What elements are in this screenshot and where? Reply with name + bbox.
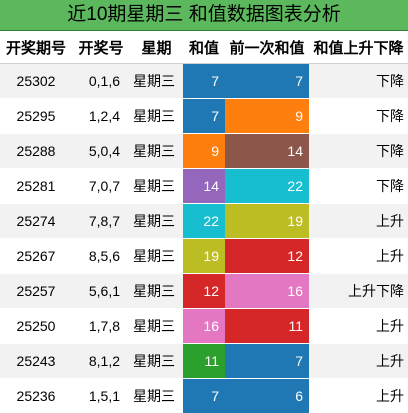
prev-sum-cell: 11 <box>225 309 309 344</box>
column-header-trend: 和值上升下降 <box>309 31 408 64</box>
issue-cell: 25267 <box>0 239 72 274</box>
column-header-prev-sum: 前一次和值 <box>225 31 309 64</box>
trend-cell: 上升下降 <box>309 274 408 309</box>
numbers-cell: 5,0,4 <box>72 134 130 169</box>
weekday-cell: 星期三 <box>130 64 183 99</box>
column-header-weekday: 星期 <box>130 31 183 64</box>
prev-sum-cell: 9 <box>225 99 309 134</box>
numbers-cell: 7,0,7 <box>72 169 130 204</box>
sum-cell: 7 <box>183 64 225 99</box>
trend-cell: 下降 <box>309 134 408 169</box>
numbers-cell: 8,5,6 <box>72 239 130 274</box>
table-header-row: 开奖期号 开奖号 星期 和值 前一次和值 和值上升下降 <box>0 31 408 64</box>
numbers-cell: 0,1,6 <box>72 64 130 99</box>
sum-cell: 14 <box>183 169 225 204</box>
sum-cell: 19 <box>183 239 225 274</box>
numbers-cell: 8,1,2 <box>72 344 130 379</box>
issue-cell: 25295 <box>0 99 72 134</box>
prev-sum-cell: 22 <box>225 169 309 204</box>
trend-cell: 下降 <box>309 64 408 99</box>
numbers-cell: 1,2,4 <box>72 99 130 134</box>
prev-sum-cell: 7 <box>225 344 309 379</box>
issue-cell: 25288 <box>0 134 72 169</box>
numbers-cell: 1,5,1 <box>72 379 130 413</box>
weekday-cell: 星期三 <box>130 379 183 413</box>
numbers-cell: 5,6,1 <box>72 274 130 309</box>
lottery-table-view: 近10期星期三 和值数据图表分析 开奖期号 开奖号 星期 和值 前一次和值 和值… <box>0 0 408 404</box>
weekday-cell: 星期三 <box>130 169 183 204</box>
prev-sum-cell: 12 <box>225 239 309 274</box>
weekday-cell: 星期三 <box>130 309 183 344</box>
weekday-cell: 星期三 <box>130 274 183 309</box>
trend-cell: 上升 <box>309 204 408 239</box>
prev-sum-cell: 6 <box>225 379 309 413</box>
weekday-cell: 星期三 <box>130 239 183 274</box>
trend-cell: 下降 <box>309 169 408 204</box>
issue-cell: 25257 <box>0 274 72 309</box>
sum-cell: 22 <box>183 204 225 239</box>
column-header-numbers: 开奖号 <box>72 31 130 64</box>
weekday-cell: 星期三 <box>130 99 183 134</box>
column-header-sum: 和值 <box>183 31 225 64</box>
trend-cell: 上升 <box>309 239 408 274</box>
trend-cell: 上升 <box>309 309 408 344</box>
weekday-cell: 星期三 <box>130 204 183 239</box>
column-header-issue: 开奖期号 <box>0 31 72 64</box>
numbers-cell: 7,8,7 <box>72 204 130 239</box>
sum-cell: 9 <box>183 134 225 169</box>
sum-cell: 7 <box>183 99 225 134</box>
sum-cell: 16 <box>183 309 225 344</box>
prev-sum-cell: 14 <box>225 134 309 169</box>
trend-cell: 上升 <box>309 379 408 413</box>
prev-sum-cell: 7 <box>225 64 309 99</box>
issue-cell: 25302 <box>0 64 72 99</box>
sum-cell: 12 <box>183 274 225 309</box>
issue-cell: 25250 <box>0 309 72 344</box>
prev-sum-cell: 19 <box>225 204 309 239</box>
issue-cell: 25281 <box>0 169 72 204</box>
sum-cell: 7 <box>183 379 225 413</box>
weekday-cell: 星期三 <box>130 344 183 379</box>
issue-cell: 25236 <box>0 379 72 413</box>
numbers-cell: 1,7,8 <box>72 309 130 344</box>
sum-cell: 11 <box>183 344 225 379</box>
weekday-cell: 星期三 <box>130 134 183 169</box>
page-title: 近10期星期三 和值数据图表分析 <box>0 0 408 31</box>
trend-cell: 下降 <box>309 99 408 134</box>
issue-cell: 25243 <box>0 344 72 379</box>
issue-cell: 25274 <box>0 204 72 239</box>
prev-sum-cell: 16 <box>225 274 309 309</box>
trend-cell: 上升 <box>309 344 408 379</box>
